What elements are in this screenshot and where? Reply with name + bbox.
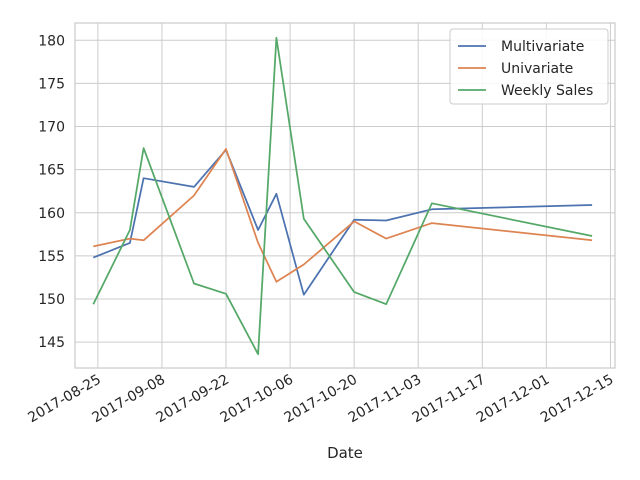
y-axis-ticks: 145 150 155 160 165 170 175 180 [38,33,65,351]
y-tick-label: 175 [38,76,65,92]
y-tick-label: 155 [38,249,65,265]
y-tick-label: 145 [38,335,65,351]
series-lines [92,36,593,356]
y-tick-label: 170 [38,120,65,136]
series-line-univariate [93,148,593,283]
series-line-multivariate [92,148,593,296]
x-tick-label: 2017-12-15 [538,372,616,427]
series-line-weekly-sales [92,36,593,356]
y-tick-label: 150 [38,292,65,308]
plot-frame [74,22,616,369]
y-tick-label: 160 [38,206,65,222]
legend-label: Multivariate [501,39,584,55]
legend: Multivariate Univariate Weekly Sales [449,28,609,105]
x-axis-title: Date [327,444,363,462]
y-tick-label: 165 [38,163,65,179]
x-axis-ticks: 2017-08-252017-09-082017-09-222017-10-06… [25,372,616,427]
legend-label: Weekly Sales [501,83,593,99]
legend-label: Univariate [501,61,573,77]
y-tick-label: 180 [38,33,65,49]
legend-box [449,28,609,105]
